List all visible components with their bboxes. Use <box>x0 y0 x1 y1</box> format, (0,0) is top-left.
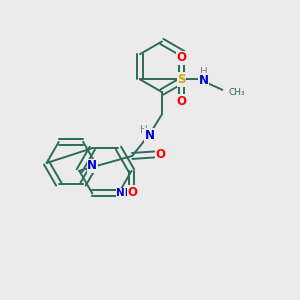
Text: H: H <box>200 67 208 77</box>
Text: S: S <box>177 73 186 86</box>
Text: N: N <box>87 160 97 172</box>
Text: O: O <box>155 148 165 161</box>
Text: O: O <box>177 94 187 108</box>
Text: N: N <box>145 129 155 142</box>
Text: O: O <box>177 51 187 64</box>
Text: NH: NH <box>116 188 134 199</box>
Text: O: O <box>128 186 137 199</box>
Text: H: H <box>140 125 147 135</box>
Text: CH₃: CH₃ <box>228 88 245 97</box>
Text: N: N <box>199 74 208 86</box>
